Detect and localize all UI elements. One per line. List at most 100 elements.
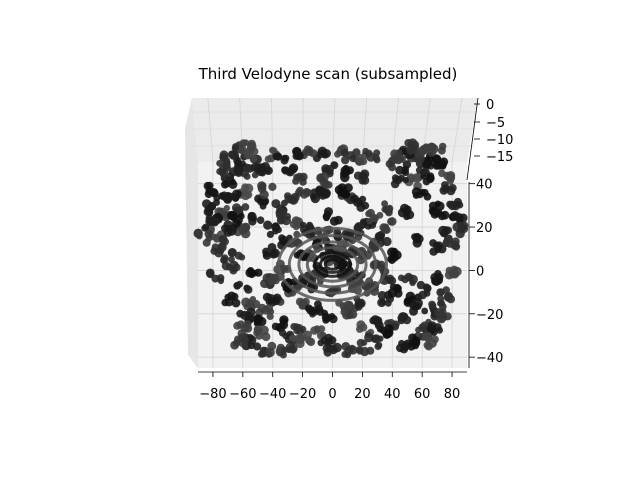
data-point <box>219 150 229 160</box>
data-point <box>280 156 289 165</box>
x-tick-label: 40 <box>384 387 401 402</box>
data-point <box>243 173 251 180</box>
z-tick-label: −10 <box>486 133 513 148</box>
data-point <box>364 332 374 343</box>
data-point <box>238 254 246 261</box>
data-point <box>439 142 447 151</box>
data-point <box>397 314 406 322</box>
data-point <box>457 223 467 232</box>
data-point <box>263 220 273 230</box>
data-point <box>424 342 433 351</box>
data-point <box>377 291 387 300</box>
data-point <box>248 217 257 226</box>
data-point <box>264 166 273 176</box>
x-axis-ticks: −80 −60 −40 −20 0 20 40 60 80 <box>199 372 460 402</box>
x-tick-label: 20 <box>354 387 371 402</box>
data-point <box>358 176 367 185</box>
data-point <box>317 187 325 195</box>
data-point <box>252 300 261 309</box>
data-point <box>360 169 370 179</box>
data-point <box>289 334 297 342</box>
data-point <box>377 260 386 269</box>
data-point <box>299 221 307 229</box>
data-point <box>402 176 409 184</box>
data-point <box>423 284 432 293</box>
data-point <box>300 190 309 199</box>
data-point <box>342 164 350 172</box>
data-point <box>429 247 438 256</box>
data-point <box>405 210 415 220</box>
data-point <box>439 162 447 170</box>
data-point <box>375 341 383 349</box>
data-point <box>356 299 365 308</box>
data-point <box>428 300 436 308</box>
data-point <box>224 224 232 232</box>
scan-ring <box>319 254 346 274</box>
data-point <box>270 273 279 282</box>
data-point <box>321 309 328 317</box>
data-point <box>356 199 364 207</box>
data-point <box>422 177 431 186</box>
back-grid-line <box>332 97 336 163</box>
data-point <box>436 309 446 319</box>
scan-ring <box>297 240 368 289</box>
scatter-points <box>193 138 469 359</box>
data-point <box>279 320 289 330</box>
data-point <box>239 160 246 168</box>
data-point <box>349 155 357 163</box>
data-point <box>329 345 338 355</box>
data-point <box>430 158 440 168</box>
data-point <box>411 336 421 346</box>
data-point <box>286 167 295 176</box>
data-point <box>272 222 280 230</box>
data-point <box>290 323 298 331</box>
data-point <box>253 342 262 351</box>
data-point <box>223 195 233 204</box>
data-point <box>265 347 275 357</box>
data-point <box>402 342 410 350</box>
y-tick-label: −20 <box>476 308 503 323</box>
y-tick-label: 40 <box>476 178 493 193</box>
data-point <box>359 323 368 332</box>
data-point <box>374 320 384 330</box>
x-tick-label: 60 <box>414 387 431 402</box>
data-point <box>210 217 220 227</box>
data-point <box>409 306 418 316</box>
data-point <box>229 260 239 270</box>
back-grid-line <box>451 97 463 163</box>
data-point <box>412 235 421 243</box>
data-point <box>406 145 416 155</box>
data-point <box>415 326 422 334</box>
data-point <box>243 284 251 292</box>
data-point <box>256 216 265 224</box>
data-point <box>442 239 451 248</box>
x-tick-label: −40 <box>259 387 286 402</box>
data-point <box>278 216 286 224</box>
data-point <box>329 314 338 324</box>
data-point <box>426 172 435 180</box>
data-point <box>315 304 324 313</box>
data-point <box>454 213 464 223</box>
data-point <box>193 228 203 239</box>
data-point <box>219 235 228 244</box>
data-point <box>267 296 275 305</box>
data-point <box>222 158 231 167</box>
data-point <box>244 151 253 160</box>
data-point <box>270 248 280 258</box>
data-point <box>204 190 213 199</box>
data-point <box>427 321 437 330</box>
data-point <box>270 147 278 155</box>
data-point <box>205 181 214 190</box>
data-point <box>355 158 363 166</box>
data-point <box>408 274 418 285</box>
scan-ring <box>323 258 342 271</box>
scan-ring <box>277 226 388 302</box>
data-point <box>421 307 429 315</box>
y-tick-label: −40 <box>476 351 503 366</box>
data-point <box>231 298 241 308</box>
data-point <box>442 226 450 234</box>
data-point <box>216 246 225 255</box>
data-point <box>251 269 258 277</box>
data-point <box>238 212 245 220</box>
z-axis-line <box>466 97 479 181</box>
